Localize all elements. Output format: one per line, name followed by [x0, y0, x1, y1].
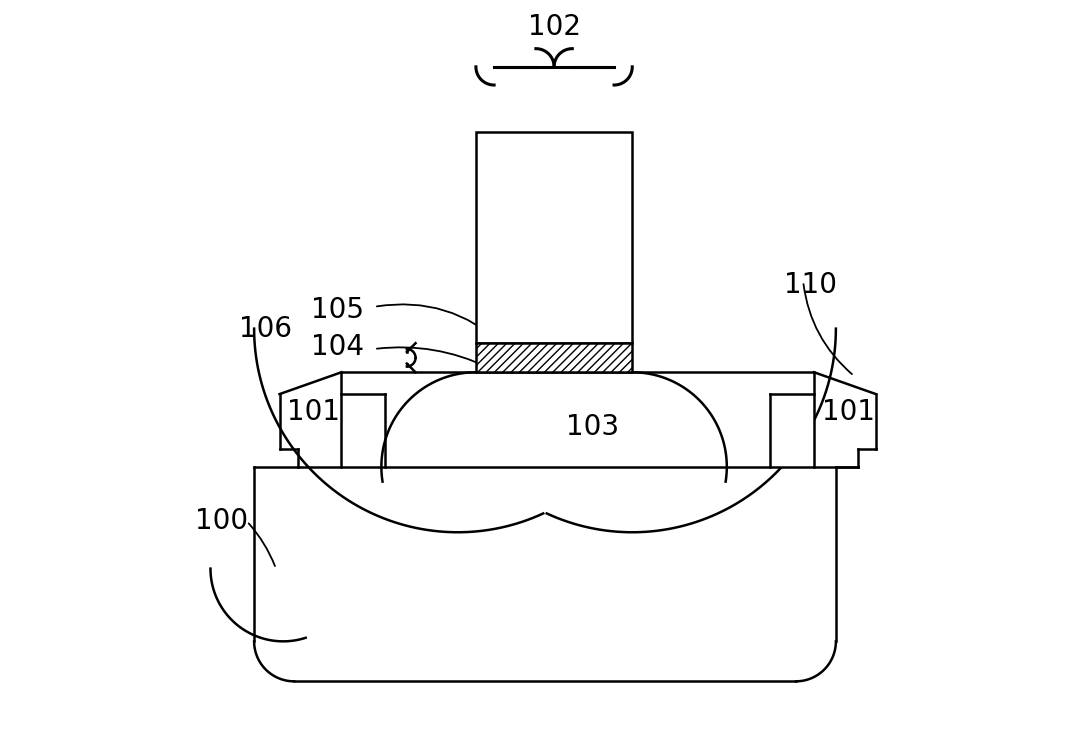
Text: 104: 104: [312, 333, 364, 361]
Text: 101: 101: [288, 399, 340, 426]
Bar: [341, 372, 814, 466]
Text: 106: 106: [239, 315, 291, 342]
Bar: [476, 343, 632, 372]
Bar: [476, 132, 632, 343]
Text: 100: 100: [195, 507, 247, 535]
Text: 110: 110: [784, 271, 837, 299]
Text: 101: 101: [823, 399, 875, 426]
Text: 102: 102: [528, 13, 581, 41]
Text: 103: 103: [566, 412, 619, 441]
Text: 105: 105: [312, 296, 364, 324]
